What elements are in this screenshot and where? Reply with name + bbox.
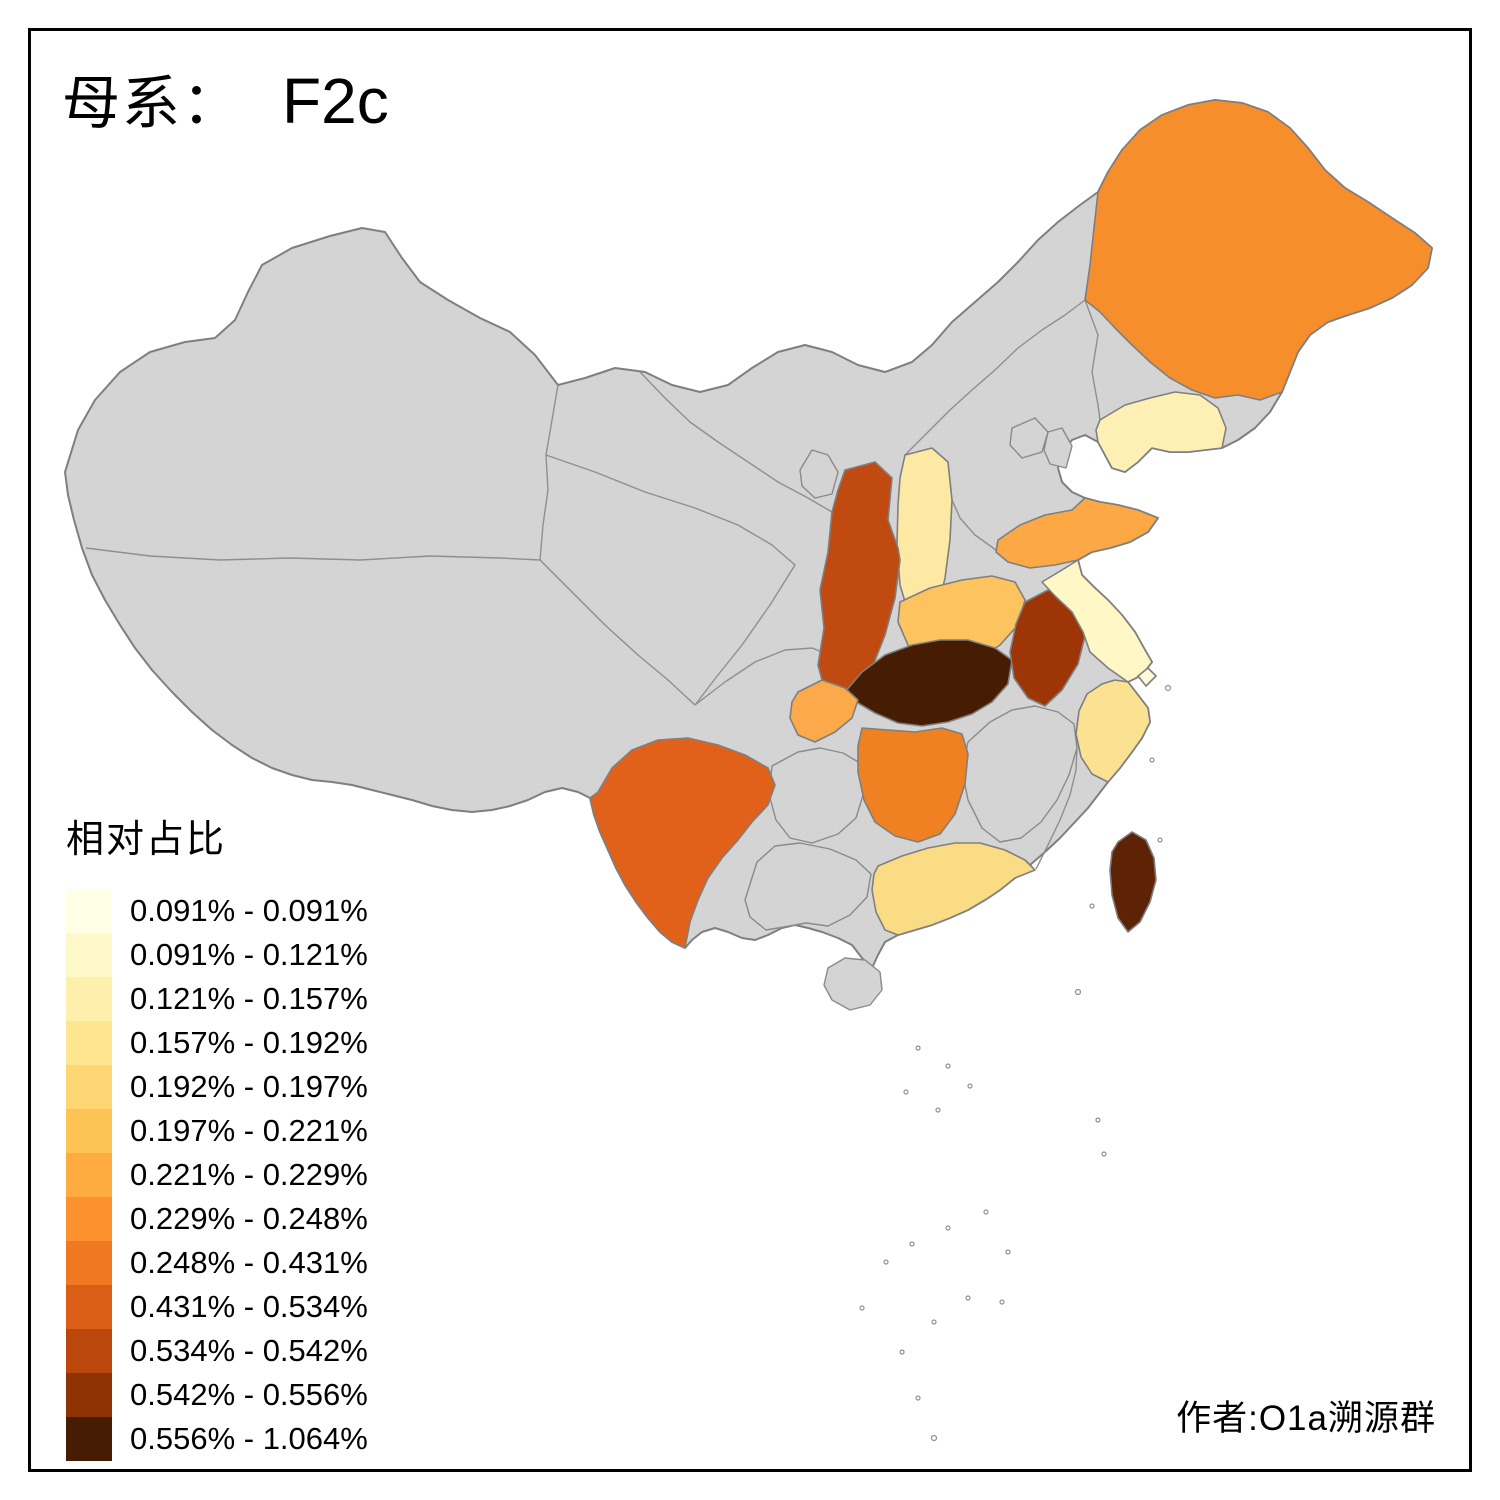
legend: 相对占比 0.091% - 0.091% 0.091% - 0.121% 0.121… (66, 808, 368, 1461)
province-chongqing (789, 679, 859, 743)
legend-swatch (66, 1197, 112, 1241)
legend-range-label: 0.229% - 0.248% (130, 1201, 368, 1236)
province-zhejiang (1075, 679, 1151, 783)
legend-item: 0.229% - 0.248% (66, 1197, 368, 1241)
legend-range-label: 0.121% - 0.157% (130, 981, 368, 1016)
province-heilongjiang (1084, 99, 1433, 401)
legend-title: 相对占比 (66, 819, 227, 861)
legend-item: 0.091% - 0.121% (66, 933, 368, 977)
title-haplogroup: F2c (282, 65, 389, 137)
legend-swatch (66, 1109, 112, 1153)
legend-swatch (66, 1021, 112, 1065)
province-guangdong (871, 842, 1036, 936)
south-china-sea-islands (859, 684, 1172, 1442)
legend-swatch (66, 1329, 112, 1373)
border-innermongolia-jilin (1084, 299, 1101, 421)
legend-item: 0.534% - 0.542% (66, 1329, 368, 1373)
province-jiangsu (1041, 559, 1153, 683)
province-hainan (823, 957, 883, 1011)
border-sichuan-north (694, 647, 823, 706)
border-fujian-inland (1035, 747, 1078, 870)
legend-range-label: 0.091% - 0.091% (130, 893, 368, 928)
province-shanghai (1137, 667, 1157, 687)
province-hubei (844, 639, 1013, 727)
province-ningxia (799, 449, 839, 499)
province-taiwan (1109, 831, 1157, 933)
map-title: 母系： F2c (62, 56, 389, 140)
legend-swatch (66, 977, 112, 1021)
no-data-provinces (744, 417, 1078, 1011)
legend-range-label: 0.556% - 1.064% (130, 1421, 368, 1456)
legend-item: 0.121% - 0.157% (66, 977, 368, 1021)
legend-swatch (66, 889, 112, 933)
legend-range-label: 0.197% - 0.221% (130, 1113, 368, 1148)
title-prefix: 母系： (62, 71, 243, 136)
province-tianjin (1043, 427, 1073, 469)
legend-item: 0.556% - 1.064% (66, 1417, 368, 1461)
province-boundary-lines (85, 299, 1101, 870)
legend-swatch (66, 1417, 112, 1461)
legend-item: 0.248% - 0.431% (66, 1241, 368, 1285)
legend-range-label: 0.221% - 0.229% (130, 1157, 368, 1192)
province-beijing (1009, 417, 1049, 459)
data-provinces (589, 99, 1433, 949)
province-jiangxi (961, 705, 1078, 843)
border-xinjiang-tibet (85, 547, 541, 561)
province-yunnan (589, 737, 776, 949)
legend-range-label: 0.248% - 0.431% (130, 1245, 368, 1280)
border-innermongolia-south (904, 299, 1086, 456)
border-qinghai-gansu (545, 454, 796, 706)
legend-range-label: 0.192% - 0.197% (130, 1069, 368, 1104)
legend-swatch (66, 1285, 112, 1329)
province-liaoning (1095, 391, 1227, 473)
legend-range-label: 0.431% - 0.534% (130, 1289, 368, 1324)
legend-item: 0.192% - 0.197% (66, 1065, 368, 1109)
legend-item: 0.431% - 0.534% (66, 1285, 368, 1329)
legend-range-label: 0.157% - 0.192% (130, 1025, 368, 1060)
legend-swatch (66, 1153, 112, 1197)
legend-item: 0.221% - 0.229% (66, 1153, 368, 1197)
legend-range-label: 0.542% - 0.556% (130, 1377, 368, 1412)
legend-items: 0.091% - 0.091% 0.091% - 0.121% 0.121% - 0… (66, 889, 368, 1461)
legend-range-label: 0.091% - 0.121% (130, 937, 368, 972)
legend-item: 0.091% - 0.091% (66, 889, 368, 933)
legend-swatch (66, 933, 112, 977)
legend-item: 0.542% - 0.556% (66, 1373, 368, 1417)
border-hebei-south (951, 499, 997, 551)
legend-swatch (66, 1065, 112, 1109)
legend-item: 0.157% - 0.192% (66, 1021, 368, 1065)
attribution: 作者:O1a溯源群 (1176, 1399, 1436, 1438)
border-xinjiang-east (539, 384, 559, 561)
province-shandong (995, 497, 1159, 569)
province-guangxi (744, 842, 872, 931)
legend-item: 0.197% - 0.221% (66, 1109, 368, 1153)
legend-swatch (66, 1373, 112, 1417)
border-tibet-qinghai (539, 559, 696, 706)
province-guizhou (768, 747, 865, 844)
province-hunan (857, 727, 969, 843)
legend-range-label: 0.534% - 0.542% (130, 1333, 368, 1368)
legend-swatch (66, 1241, 112, 1285)
